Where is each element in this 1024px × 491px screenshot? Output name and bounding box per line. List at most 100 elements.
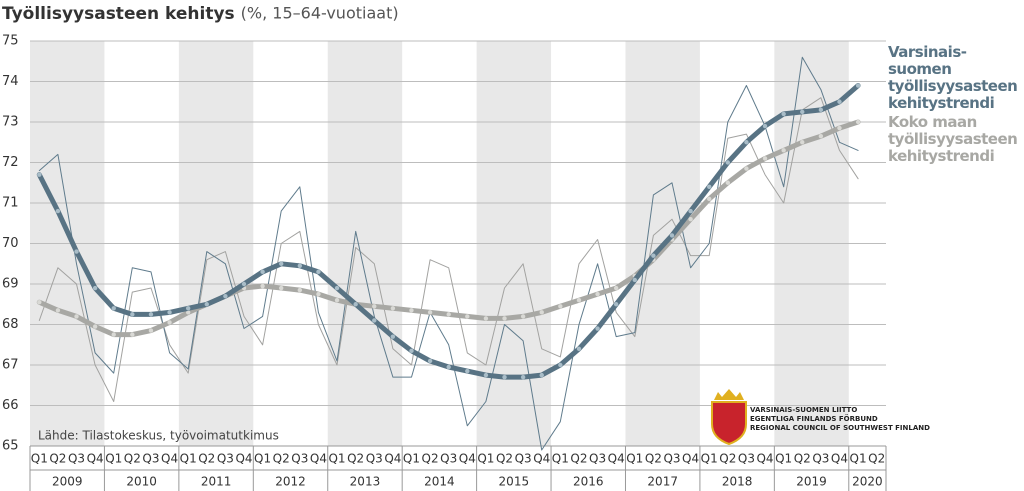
series-line (36, 83, 861, 380)
x-tick-label: Q4 (831, 452, 848, 466)
year-label: 2011 (201, 475, 232, 489)
point (818, 133, 824, 139)
y-tick-label: 75 (2, 34, 19, 49)
point (167, 310, 172, 315)
point (111, 306, 116, 311)
x-tick-label: Q1 (403, 452, 420, 466)
y-tick-label: 67 (2, 358, 19, 373)
point (595, 291, 600, 297)
point (651, 253, 656, 258)
x-tick-label: Q4 (682, 452, 699, 466)
y-tick-label: 74 (2, 74, 19, 89)
point (483, 316, 489, 321)
point (576, 346, 582, 351)
x-tick-label: Q2 (198, 452, 215, 466)
point (781, 111, 786, 117)
x-tick-label: Q3 (142, 452, 159, 466)
x-tick-label: Q4 (235, 452, 252, 466)
point (316, 291, 321, 297)
point (111, 332, 116, 337)
logo-text: VARSINAIS-SUOMEN LIITTO (750, 406, 857, 414)
x-tick-label: Q1 (626, 452, 643, 466)
point (167, 320, 172, 325)
logo-text: EGENTLIGA FINLANDS FÖRBUND (750, 414, 878, 423)
point (502, 316, 507, 321)
point (148, 312, 154, 317)
point (539, 310, 544, 315)
point (74, 314, 79, 319)
y-tick-label: 66 (2, 398, 19, 413)
logo-shield (711, 401, 747, 446)
year-label: 2016 (573, 475, 604, 489)
chart-title: Työllisyysasteen kehitys (2, 4, 235, 24)
point (334, 285, 340, 291)
x-tick-label: Q3 (738, 452, 755, 466)
point (446, 364, 451, 370)
legend-entry: Varsinais-suomen työllisyysasteen kehity… (888, 43, 1018, 112)
y-tick-label: 72 (2, 155, 19, 170)
point (74, 249, 79, 254)
point (483, 372, 489, 378)
x-tick-label: Q4 (87, 452, 104, 466)
x-tick-label: Q2 (422, 452, 439, 466)
x-tick-label: Q2 (496, 452, 513, 466)
year-label: 2019 (796, 475, 827, 489)
point (148, 328, 154, 333)
point (800, 109, 805, 115)
x-tick-label: Q1 (552, 452, 569, 466)
x-tick-label: Q2 (570, 452, 587, 466)
point (502, 374, 507, 380)
point (316, 269, 321, 275)
y-tick-label: 65 (2, 439, 19, 454)
point (223, 293, 228, 299)
x-tick-label: Q3 (68, 452, 85, 466)
point (762, 123, 768, 129)
x-tick-label: Q2 (273, 452, 290, 466)
year-label: 2018 (722, 475, 753, 489)
logo-crown (714, 389, 744, 400)
point (260, 283, 265, 289)
chart-subtitle: (%, 15–64-vuotiaat) (241, 4, 399, 23)
point (92, 285, 98, 291)
x-tick-label: Q3 (217, 452, 234, 466)
year-label: 2010 (126, 475, 157, 489)
series-line (38, 97, 859, 402)
point (37, 300, 42, 305)
point (297, 263, 303, 268)
point (632, 277, 637, 283)
point (465, 368, 470, 374)
x-tick-label: Q4 (161, 452, 178, 466)
x-tick-label: Q3 (440, 452, 457, 466)
year-label: 2009 (52, 475, 83, 489)
point (279, 261, 284, 266)
x-tick-label: Q1 (850, 452, 867, 466)
x-tick-label: Q1 (254, 452, 271, 466)
point (818, 107, 824, 113)
point (372, 304, 377, 309)
point (613, 302, 619, 307)
point (837, 99, 842, 104)
x-tick-label: Q1 (31, 452, 48, 466)
x-tick-label: Q3 (663, 452, 680, 466)
x-tick-label: Q2 (719, 452, 736, 466)
point (707, 184, 712, 189)
point (427, 310, 433, 315)
point (539, 372, 544, 378)
point (781, 148, 786, 153)
point (390, 306, 396, 311)
y-tick-label: 69 (2, 277, 19, 292)
point (55, 208, 61, 214)
year-label: 2020 (852, 475, 883, 489)
x-tick-label: Q1 (701, 452, 718, 466)
point (279, 285, 284, 291)
point (707, 196, 712, 202)
x-tick-label: Q2 (794, 452, 811, 466)
point (520, 314, 526, 319)
point (427, 358, 433, 364)
x-tick-label: Q4 (533, 452, 550, 466)
point (725, 180, 731, 185)
point (762, 156, 768, 161)
point (465, 314, 470, 319)
point (613, 285, 619, 291)
